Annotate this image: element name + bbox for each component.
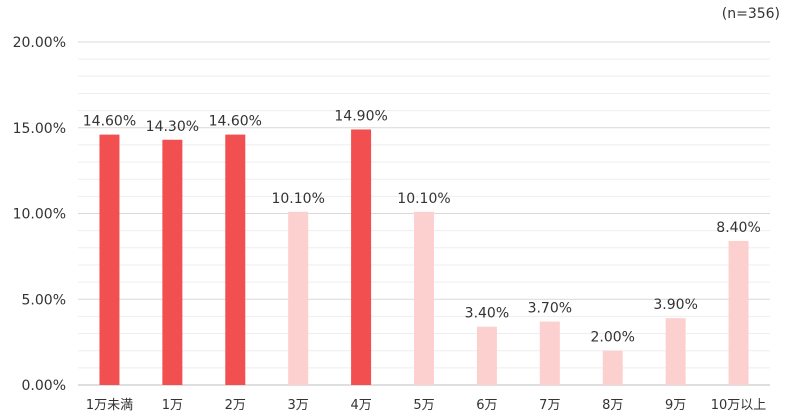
bar (414, 211, 434, 385)
data-label: 14.90% (334, 108, 387, 124)
x-axis-ticks: 1万未満 1万 2万 3万 4万 5万 6万 7万 8万 9万 10万以上 (86, 398, 767, 413)
bar (539, 321, 560, 385)
y-tick-label: 10.00% (13, 207, 66, 223)
y-tick-label: 20.00% (13, 35, 66, 51)
y-axis-ticks: 0.00% 5.00% 10.00% 15.00% 20.00% (13, 35, 66, 394)
sample-size-note: (n=356) (721, 6, 780, 22)
bars (99, 129, 749, 385)
bar (225, 134, 246, 385)
x-tick-label: 1万未満 (86, 398, 133, 413)
data-label: 8.40% (716, 220, 760, 236)
data-label: 10.10% (271, 191, 324, 207)
bar (476, 326, 497, 385)
y-tick-label: 15.00% (13, 121, 66, 137)
data-label: 3.70% (528, 301, 572, 317)
data-label: 14.60% (83, 114, 136, 130)
bar (665, 318, 686, 385)
x-tick-label: 7万 (539, 398, 560, 413)
bar (351, 129, 372, 385)
bar (728, 240, 749, 385)
y-tick-label: 5.00% (22, 292, 66, 308)
x-tick-label: 1万 (162, 398, 183, 413)
data-label: 14.60% (209, 114, 262, 130)
data-label: 3.90% (653, 297, 697, 313)
x-tick-label: 8万 (602, 398, 623, 413)
data-label: 2.00% (590, 330, 634, 346)
bar (602, 350, 623, 385)
data-label: 3.40% (465, 306, 509, 322)
x-tick-label: 10万以上 (711, 398, 767, 413)
bar (288, 211, 309, 385)
x-tick-label: 3万 (288, 398, 309, 413)
x-tick-label: 4万 (350, 398, 371, 413)
x-tick-label: 5万 (413, 398, 434, 413)
bar (99, 134, 120, 385)
x-tick-label: 6万 (476, 398, 497, 413)
x-tick-label: 2万 (225, 398, 246, 413)
y-tick-label: 0.00% (22, 378, 66, 394)
data-label: 10.10% (397, 191, 450, 207)
bar (162, 139, 183, 385)
value-labels: 14.60% 14.30% 14.60% 10.10% 14.90% 10.10% 3.40… (83, 108, 761, 345)
x-tick-label: 9万 (665, 398, 686, 413)
data-label: 14.30% (146, 119, 199, 135)
